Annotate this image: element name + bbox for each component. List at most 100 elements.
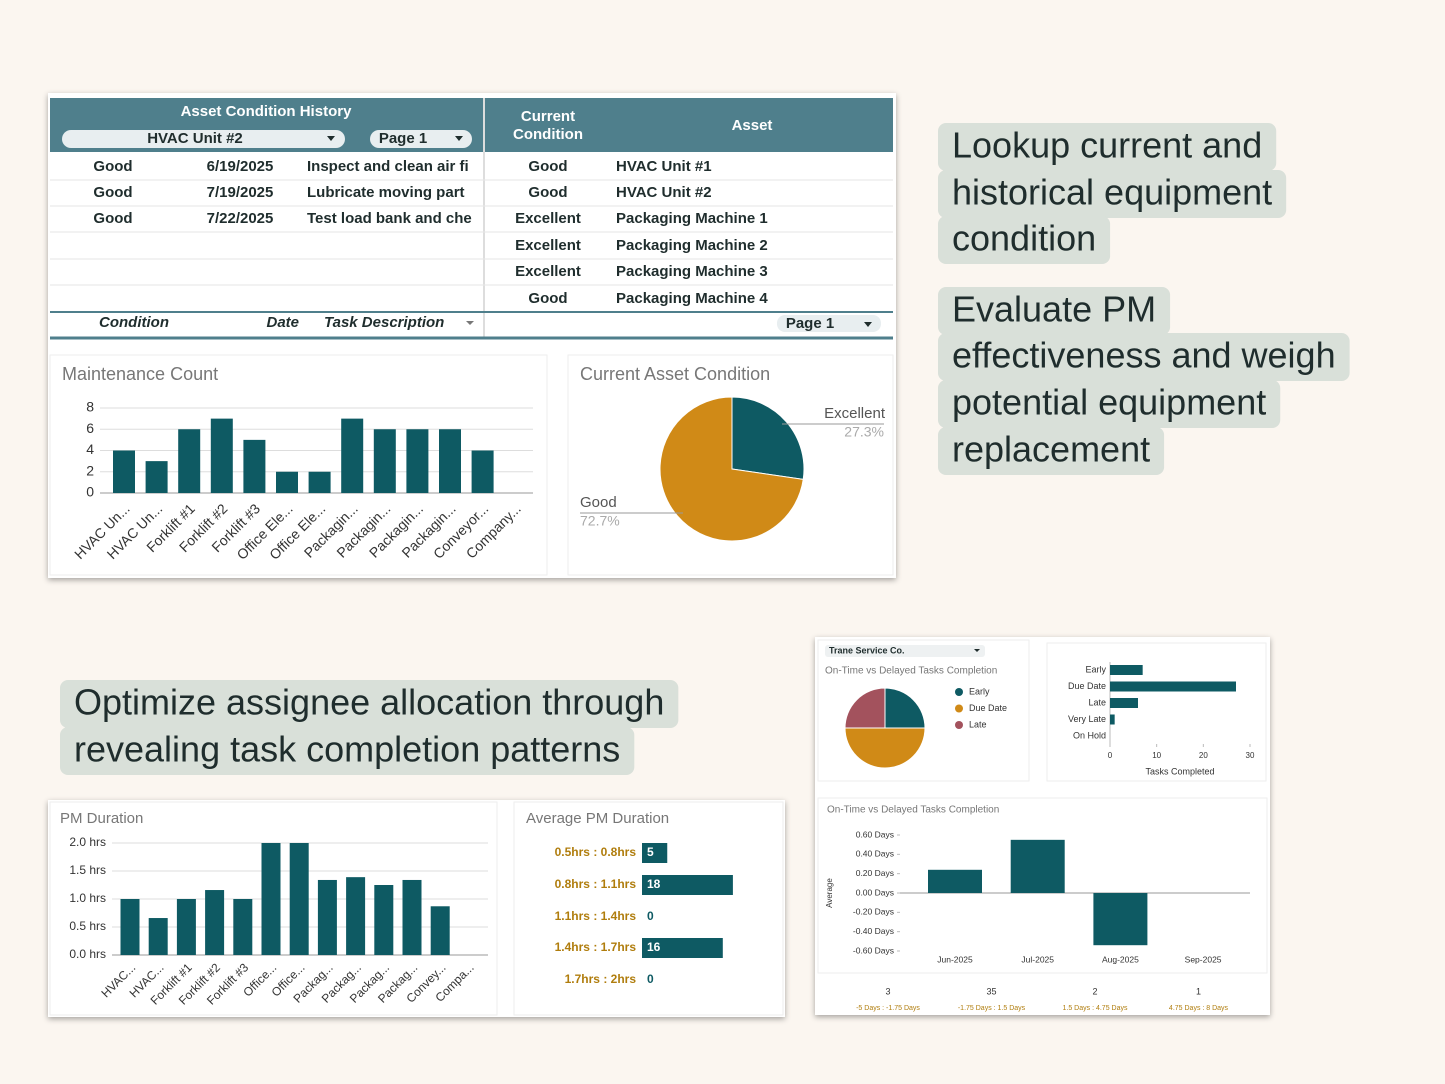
scorecard-value: 1 xyxy=(1196,986,1201,996)
dropdown-arrow xyxy=(974,649,980,652)
column-footer: Date xyxy=(266,314,299,331)
dropdown-value: HVAC Unit #2 xyxy=(147,130,243,147)
bar xyxy=(642,843,668,863)
pie-slice xyxy=(731,396,805,480)
column-header: Current Condition xyxy=(513,108,583,143)
bar xyxy=(178,429,201,493)
bar xyxy=(1110,698,1138,708)
pie-slice xyxy=(884,687,926,729)
bar xyxy=(439,429,461,493)
bar xyxy=(205,890,225,955)
y-tick-label: 0.60 Days xyxy=(856,829,894,839)
column-footer: Condition xyxy=(99,314,169,331)
cell: Inspect and clean air fi xyxy=(307,158,469,175)
scorecard-range: 1.5 Days : 4.75 Days xyxy=(1063,1005,1128,1012)
page-select: Page 1 xyxy=(379,130,427,147)
caption-line: revealing task completion patterns xyxy=(74,729,620,770)
y-category-label: 1.1hrs : 1.4hrs xyxy=(555,909,637,923)
y-tick-label: 0.00 Days xyxy=(856,887,894,897)
caption-highlight xyxy=(60,680,679,728)
bar xyxy=(341,418,364,493)
x-tick-label: Sep-2025 xyxy=(1185,954,1222,964)
caption-highlight xyxy=(60,727,635,775)
caption-highlight xyxy=(938,216,1111,264)
bar xyxy=(642,875,733,895)
cell: Good xyxy=(93,158,132,175)
dropdown[interactable] xyxy=(777,315,881,332)
y-category-label: Very Late xyxy=(1068,714,1106,724)
chart-panel xyxy=(817,797,1268,974)
y-tick-label: 1.0 hrs xyxy=(69,891,106,905)
cell: Good xyxy=(528,290,567,307)
legend-label: Late xyxy=(969,719,987,729)
chart-title: Current Asset Condition xyxy=(580,364,770,384)
dropdown[interactable] xyxy=(62,130,345,148)
bar xyxy=(374,885,394,955)
legend-label: Excellent xyxy=(824,405,886,422)
y-tick-label: 0 xyxy=(86,484,94,500)
y-tick-label: 1.5 hrs xyxy=(69,863,106,877)
caption-highlight xyxy=(938,123,1277,171)
caption-highlight xyxy=(938,333,1350,381)
caption-line: effectiveness and weigh xyxy=(952,335,1336,376)
dropdown[interactable] xyxy=(370,130,472,148)
bar xyxy=(1110,714,1115,725)
chart-panel xyxy=(1046,642,1267,782)
y-tick-label: 2.0 hrs xyxy=(69,835,106,849)
data-label: 16 xyxy=(647,940,661,954)
y-category-label: Early xyxy=(1085,664,1106,674)
x-tick-label: Jun-2025 xyxy=(937,954,973,964)
cell: Good xyxy=(93,184,132,201)
bar xyxy=(1110,665,1143,675)
caption-highlight xyxy=(938,170,1287,218)
cell: 6/19/2025 xyxy=(207,158,274,175)
cell: Excellent xyxy=(515,237,581,254)
y-tick-label: -0.60 Days xyxy=(853,945,894,955)
bar xyxy=(145,461,168,493)
y-tick-label: -0.20 Days xyxy=(853,907,894,917)
legend-label: Good xyxy=(580,494,617,511)
y-tick-label: 4 xyxy=(86,441,94,457)
caption-line: Optimize assignee allocation through xyxy=(74,682,664,723)
bar xyxy=(210,418,233,493)
bar xyxy=(1093,893,1148,946)
caption-line: condition xyxy=(952,218,1096,259)
bar xyxy=(406,429,429,493)
cell: Good xyxy=(528,158,567,175)
bar xyxy=(471,450,494,493)
bar xyxy=(243,439,266,493)
y-tick-label: 0.40 Days xyxy=(856,849,894,859)
chart-panel xyxy=(513,801,784,1016)
data-label: 27.3% xyxy=(844,424,884,440)
caption-highlight xyxy=(938,380,1281,428)
cell: Excellent xyxy=(515,210,581,227)
scorecard-range: 4.75 Days : 8 Days xyxy=(1169,1005,1229,1012)
chart-panel xyxy=(567,354,894,576)
y-tick-label: 0.5 hrs xyxy=(69,919,106,933)
bar xyxy=(317,879,337,955)
x-axis-label: Tasks Completed xyxy=(1145,766,1214,776)
bar xyxy=(261,843,281,955)
bar xyxy=(928,869,982,893)
caption-line: Lookup current and xyxy=(952,125,1262,166)
pie-slice xyxy=(659,396,804,542)
scorecard-value: 3 xyxy=(885,986,890,996)
y-tick-label: 0.0 hrs xyxy=(69,947,106,961)
y-category-label: Due Date xyxy=(1068,681,1106,691)
caption-line: replacement xyxy=(952,429,1150,470)
bar xyxy=(120,899,140,955)
cell: Packaging Machine 4 xyxy=(616,290,768,307)
legend-swatch xyxy=(955,688,963,696)
chart-panel xyxy=(49,801,498,1016)
dropdown-value: Trane Service Co. xyxy=(829,645,905,655)
y-category-label: On Hold xyxy=(1073,730,1106,740)
legend-swatch xyxy=(955,721,963,729)
x-tick-label: 30 xyxy=(1246,751,1255,760)
data-label: 0 xyxy=(647,909,654,923)
y-tick-label: 2 xyxy=(86,462,94,478)
dropdown[interactable] xyxy=(825,645,985,657)
x-tick-label: 0 xyxy=(1108,751,1113,760)
cell: Packaging Machine 3 xyxy=(616,263,768,280)
legend-label: Due Date xyxy=(969,703,1007,713)
caption-line: Evaluate PM xyxy=(952,289,1156,330)
